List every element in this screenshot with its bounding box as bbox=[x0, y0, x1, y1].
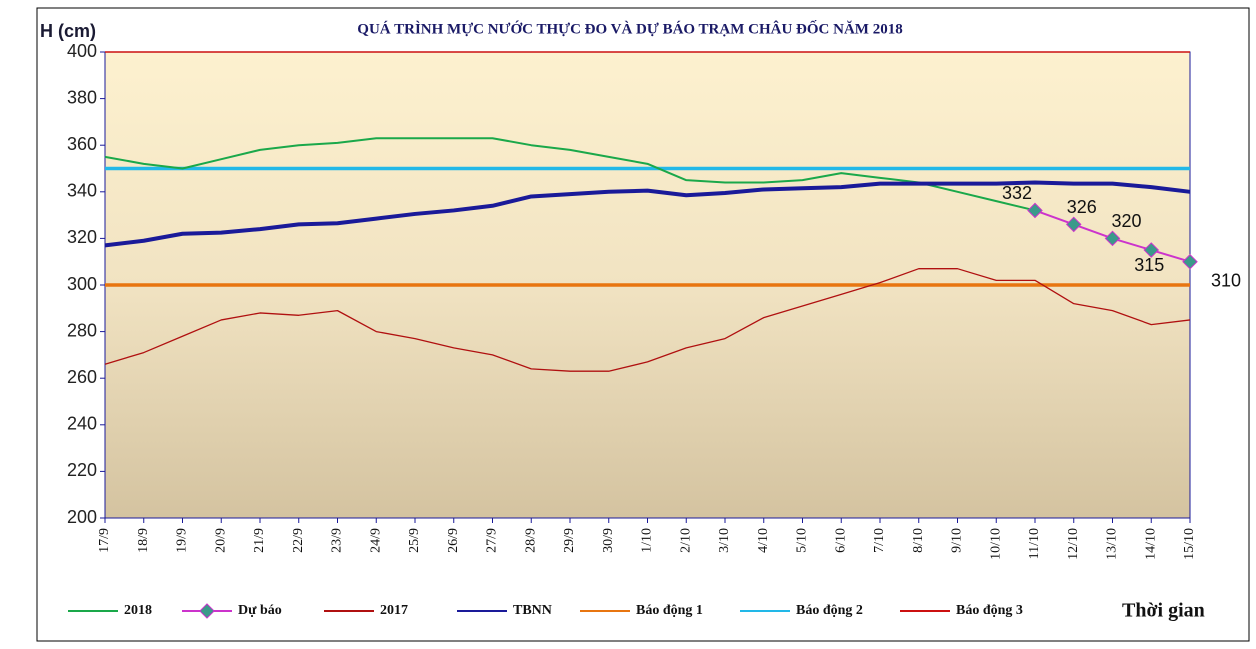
y-tick-label: 400 bbox=[67, 41, 97, 61]
legend-item: Báo động 2 bbox=[740, 603, 863, 618]
y-tick-label: 260 bbox=[67, 367, 97, 387]
x-axis-label: Thời gian bbox=[1122, 600, 1205, 622]
x-tick-label: 22/9 bbox=[291, 528, 306, 553]
x-tick-label: 20/9 bbox=[213, 528, 228, 553]
data-label: 310 bbox=[1211, 270, 1241, 290]
legend-item: TBNN bbox=[457, 603, 552, 618]
x-tick-label: 4/10 bbox=[756, 528, 771, 553]
x-tick-label: 23/9 bbox=[330, 528, 345, 553]
forecast-marker bbox=[1027, 202, 1043, 219]
legend-label: Dự báo bbox=[238, 603, 282, 618]
x-tick-label: 5/10 bbox=[795, 528, 810, 553]
legend-item: 2018 bbox=[68, 603, 152, 618]
y-tick-label: 220 bbox=[67, 460, 97, 480]
legend-label: 2017 bbox=[380, 603, 408, 618]
legend-item: Dự báo bbox=[182, 603, 282, 619]
x-tick-label: 3/10 bbox=[717, 528, 732, 553]
x-tick-label: 17/9 bbox=[97, 528, 112, 553]
series-line bbox=[104, 268, 1191, 372]
x-tick-label: 15/10 bbox=[1182, 528, 1197, 560]
x-tick-label: 11/10 bbox=[1027, 528, 1042, 559]
x-tick-label: 27/9 bbox=[485, 528, 500, 553]
x-tick-label: 29/9 bbox=[562, 528, 577, 553]
y-tick-label: 280 bbox=[67, 320, 97, 340]
legend-marker bbox=[199, 603, 215, 619]
legend-label: Báo động 2 bbox=[796, 603, 863, 618]
x-tick-label: 19/9 bbox=[175, 528, 190, 553]
forecast-marker bbox=[1104, 230, 1121, 247]
forecast-marker bbox=[1065, 216, 1082, 233]
x-tick-label: 13/10 bbox=[1105, 528, 1120, 560]
x-tick-label: 30/9 bbox=[601, 528, 616, 553]
y-tick-label: 240 bbox=[67, 414, 97, 434]
legend-label: 2018 bbox=[124, 603, 152, 618]
x-tick-label: 12/10 bbox=[1066, 528, 1081, 560]
y-axis-label: H (cm) bbox=[40, 21, 96, 41]
y-tick-label: 360 bbox=[67, 134, 97, 154]
forecast-marker bbox=[1143, 242, 1160, 258]
x-tick-label: 14/10 bbox=[1143, 528, 1158, 560]
series-line bbox=[104, 137, 1036, 212]
x-tick-label: 21/9 bbox=[252, 528, 267, 553]
data-label: 320 bbox=[1111, 211, 1141, 231]
chart-title: QUÁ TRÌNH MỰC NƯỚC THỰC ĐO VÀ DỰ BÁO TRẠ… bbox=[357, 19, 902, 37]
x-tick-label: 8/10 bbox=[911, 528, 926, 553]
legend-item: 2017 bbox=[324, 603, 408, 618]
data-label: 326 bbox=[1067, 197, 1097, 217]
legend-label: TBNN bbox=[513, 603, 552, 618]
x-tick-label: 1/10 bbox=[640, 528, 655, 553]
y-tick-label: 200 bbox=[67, 507, 97, 527]
x-tick-label: 25/9 bbox=[407, 528, 422, 553]
y-tick-label: 340 bbox=[67, 181, 97, 201]
series-line bbox=[104, 180, 1191, 248]
y-tick-label: 380 bbox=[67, 87, 97, 107]
legend-label: Báo động 1 bbox=[636, 603, 703, 618]
y-tick-label: 320 bbox=[67, 227, 97, 247]
forecast-marker bbox=[1182, 253, 1198, 270]
x-tick-label: 7/10 bbox=[872, 528, 887, 553]
legend-item: Báo động 1 bbox=[580, 603, 703, 618]
x-tick-label: 24/9 bbox=[368, 528, 383, 553]
x-tick-label: 26/9 bbox=[446, 528, 461, 553]
x-tick-label: 2/10 bbox=[678, 528, 693, 553]
data-label: 332 bbox=[1002, 183, 1032, 203]
data-label: 315 bbox=[1134, 255, 1164, 275]
x-tick-label: 18/9 bbox=[136, 528, 151, 553]
x-tick-label: 6/10 bbox=[833, 528, 848, 553]
x-tick-label: 9/10 bbox=[950, 528, 965, 553]
x-tick-label: 10/10 bbox=[988, 528, 1003, 560]
x-tick-label: 28/9 bbox=[523, 528, 538, 553]
legend-item: Báo động 3 bbox=[900, 603, 1023, 618]
legend-label: Báo động 3 bbox=[956, 603, 1023, 618]
y-tick-label: 300 bbox=[67, 274, 97, 294]
